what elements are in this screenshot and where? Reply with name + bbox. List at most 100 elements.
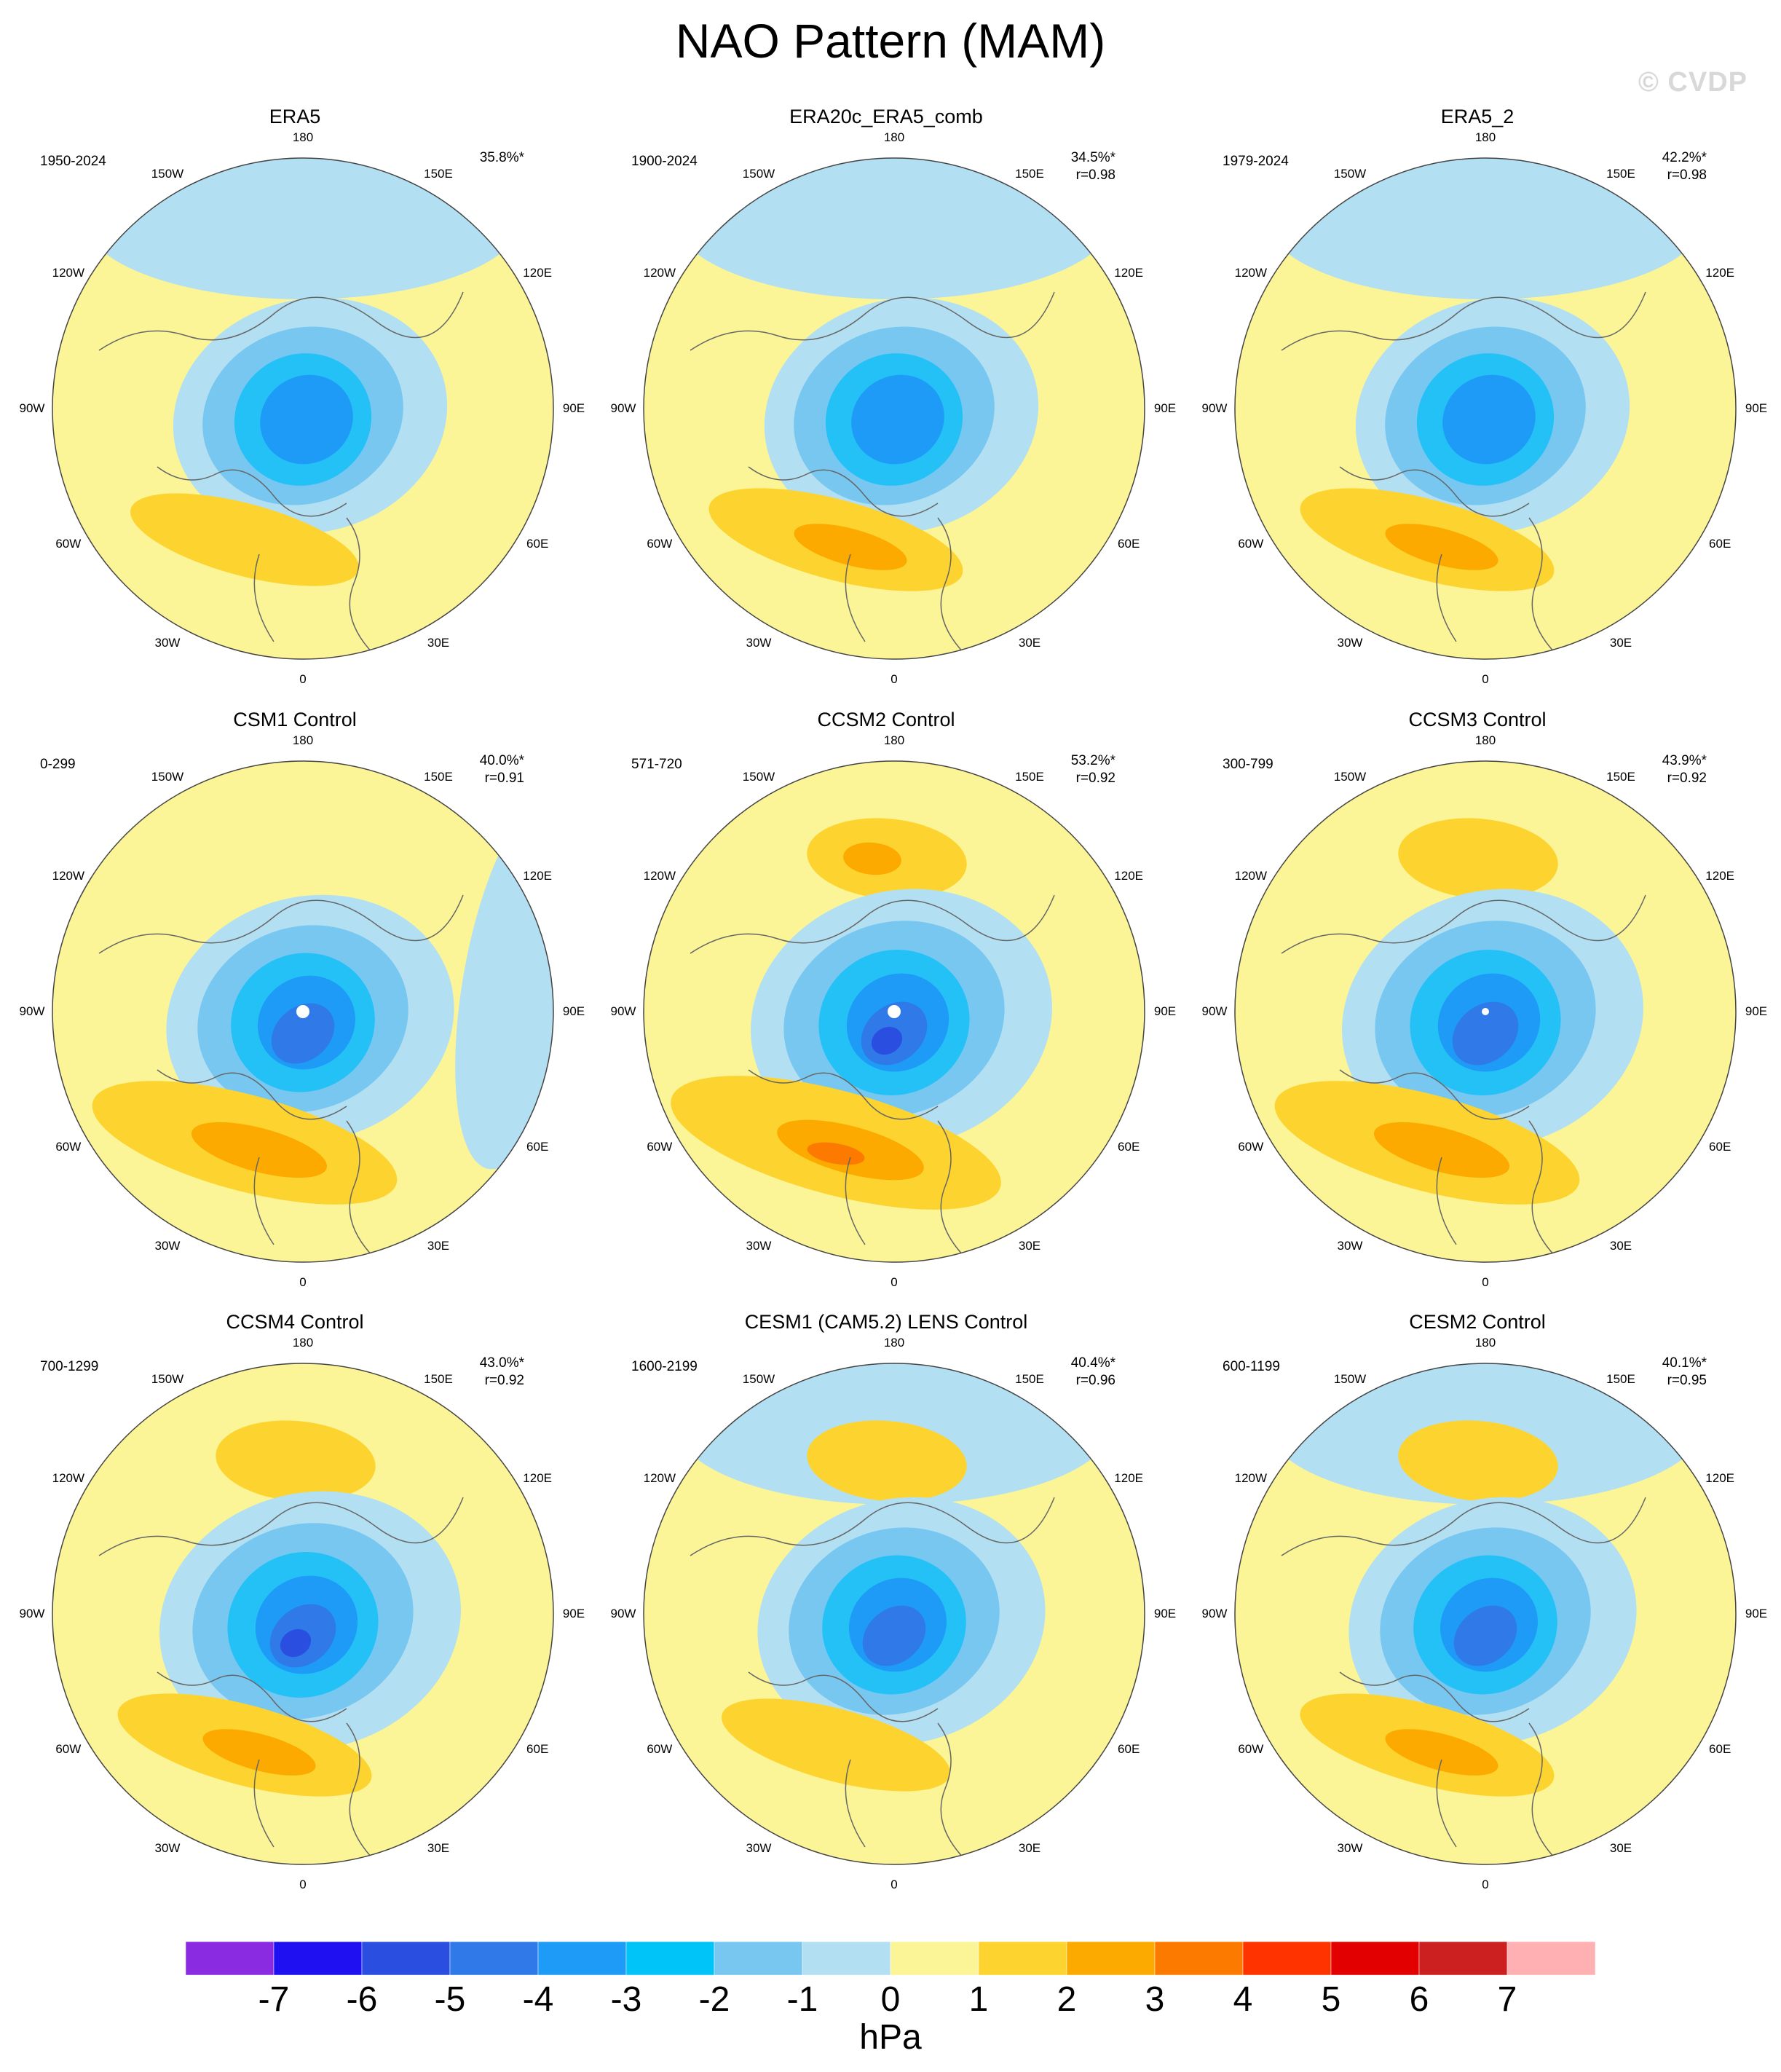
colorbar-tick-label: -3 [610,1980,642,2019]
coastlines [690,291,1055,657]
longitude-label: 60E [1709,537,1731,551]
colorbar-swatch [1066,1942,1156,1976]
colorbar-swatch [625,1942,715,1976]
map-boundary [1234,760,1737,1263]
panel-pattern-correlation: r=0.92 [1075,771,1115,786]
contour-fill-neg4 [851,374,944,465]
panel-pattern-correlation: r=0.92 [484,1373,524,1388]
longitude-label: 0 [299,672,307,686]
longitude-label: 180 [883,733,905,747]
longitude-label: 60W [647,1742,673,1756]
longitude-label: 90E [562,1607,585,1620]
longitude-label: 60W [55,1140,82,1154]
panel-period: 0-299 [40,757,76,772]
colorbar-tick-label: -6 [346,1980,378,2019]
panel-stat: 43.9%* r=0.92 [1619,752,1707,787]
contour-fill-pos3 [843,842,901,875]
longitude-label: 150W [1333,1371,1367,1386]
longitude-label: 30W [154,1841,181,1856]
map-panel: CESM2 Control 600-1199 40.1%* r=0.95 180 150E… [1182,1311,1772,1908]
longitude-label: 120W [643,266,676,280]
colorbar-tick-label: 6 [1409,1980,1429,2019]
longitude-label: 60W [647,537,673,551]
longitude-label: 90W [19,1607,45,1620]
polar-map [643,157,1145,660]
colorbar-tick-label: 1 [968,1980,989,2019]
map-boundary [1234,1363,1737,1865]
longitude-label: 150E [1015,769,1044,784]
colorbar-swatch [1506,1942,1595,1976]
longitude-label: 150W [742,1371,775,1386]
colorbar-swatch [361,1942,451,1976]
panel-pct-variance: 42.2%* [1662,150,1707,165]
longitude-label: 60E [1709,1742,1731,1756]
pole-marker [888,1005,901,1018]
colorbar-tick-label: -2 [698,1980,730,2019]
longitude-label: 90E [1745,1004,1768,1018]
contour-fill-neg6 [871,1026,903,1055]
panel-title: CCSM2 Control [817,709,955,730]
longitude-label: 0 [890,1275,898,1289]
longitude-label: 90W [610,1607,636,1620]
panel-pattern-correlation: r=0.98 [1075,168,1115,183]
map-boundary [52,760,554,1263]
contour-fill-pos2 [216,1420,376,1502]
longitude-label: 30E [1609,636,1632,650]
longitude-label: 120W [1234,869,1268,883]
longitude-label: 180 [292,733,314,747]
longitude-label: 90W [610,1004,636,1018]
longitude-label: 30E [427,1841,450,1856]
longitude-label: 150W [1333,166,1367,181]
coastlines [98,1497,464,1862]
longitude-label: 150W [1333,769,1367,784]
longitude-label: 120E [1705,266,1735,280]
panel-period: 1950-2024 [40,154,106,169]
colorbar-swatch [802,1942,891,1976]
contour-fill-pos3 [191,1122,328,1178]
longitude-label: 90W [1201,401,1228,415]
colorbar-swatch [1242,1942,1332,1976]
contour-fill-pos3 [1385,524,1498,570]
map-panel: CCSM4 Control 700-1299 43.0%* r=0.92 180 150E… [0,1311,590,1908]
colorbar-swatch [186,1942,275,1976]
map-panel: CESM1 (CAM5.2) LENS Control 1600-2199 40.4… [591,1311,1181,1908]
coastlines [1281,291,1646,657]
colorbar [186,1942,1595,1976]
map-boundary [643,157,1145,660]
longitude-label: 120E [523,1471,553,1485]
colorbar-unit: hPa [859,2018,922,2057]
panel-stat: 43.0%* r=0.92 [437,1355,524,1390]
longitude-label: 180 [292,1336,314,1350]
longitude-label: 150E [1015,1371,1044,1386]
longitude-label: 0 [890,1878,898,1891]
colorbar-tick-label: 0 [880,1980,901,2019]
contour-fill-neg1 [676,158,1113,299]
panel-period: 1900-2024 [631,154,698,169]
panel-pct-variance: 35.8%* [479,150,524,165]
longitude-label: 30E [1609,1841,1632,1856]
map-panel: ERA5 1950-2024 35.8%* 180 150E 120E 90E 60E 30E 0… [0,106,590,703]
panel-stat: 40.4%* r=0.96 [1028,1355,1115,1390]
longitude-label: 0 [1482,1878,1489,1891]
panel-pct-variance: 43.0%* [479,1355,524,1371]
longitude-label: 30E [1609,1239,1632,1253]
longitude-label: 120E [523,266,553,280]
panel-pct-variance: 43.9%* [1662,753,1707,768]
longitude-label: 30W [746,636,772,650]
coastlines [1281,1497,1646,1862]
panel-title: CESM1 (CAM5.2) LENS Control [744,1311,1028,1333]
colorbar-tick-label: 2 [1057,1980,1077,2019]
longitude-label: 150W [742,769,775,784]
polar-map [1234,157,1737,660]
longitude-label: 120W [643,869,676,883]
map-panel: ERA5_2 1979-2024 42.2%* r=0.98 180 150E 120E 90… [1182,106,1772,703]
longitude-label: 150W [151,769,184,784]
polar-map [52,1363,554,1865]
longitude-label: 30W [1337,1841,1363,1856]
longitude-label: 150E [1606,1371,1635,1386]
longitude-label: 180 [292,130,314,144]
longitude-label: 120E [1705,869,1735,883]
panel-period: 571-720 [631,757,682,772]
panel-period: 1979-2024 [1223,154,1289,169]
polar-map [1234,760,1737,1263]
